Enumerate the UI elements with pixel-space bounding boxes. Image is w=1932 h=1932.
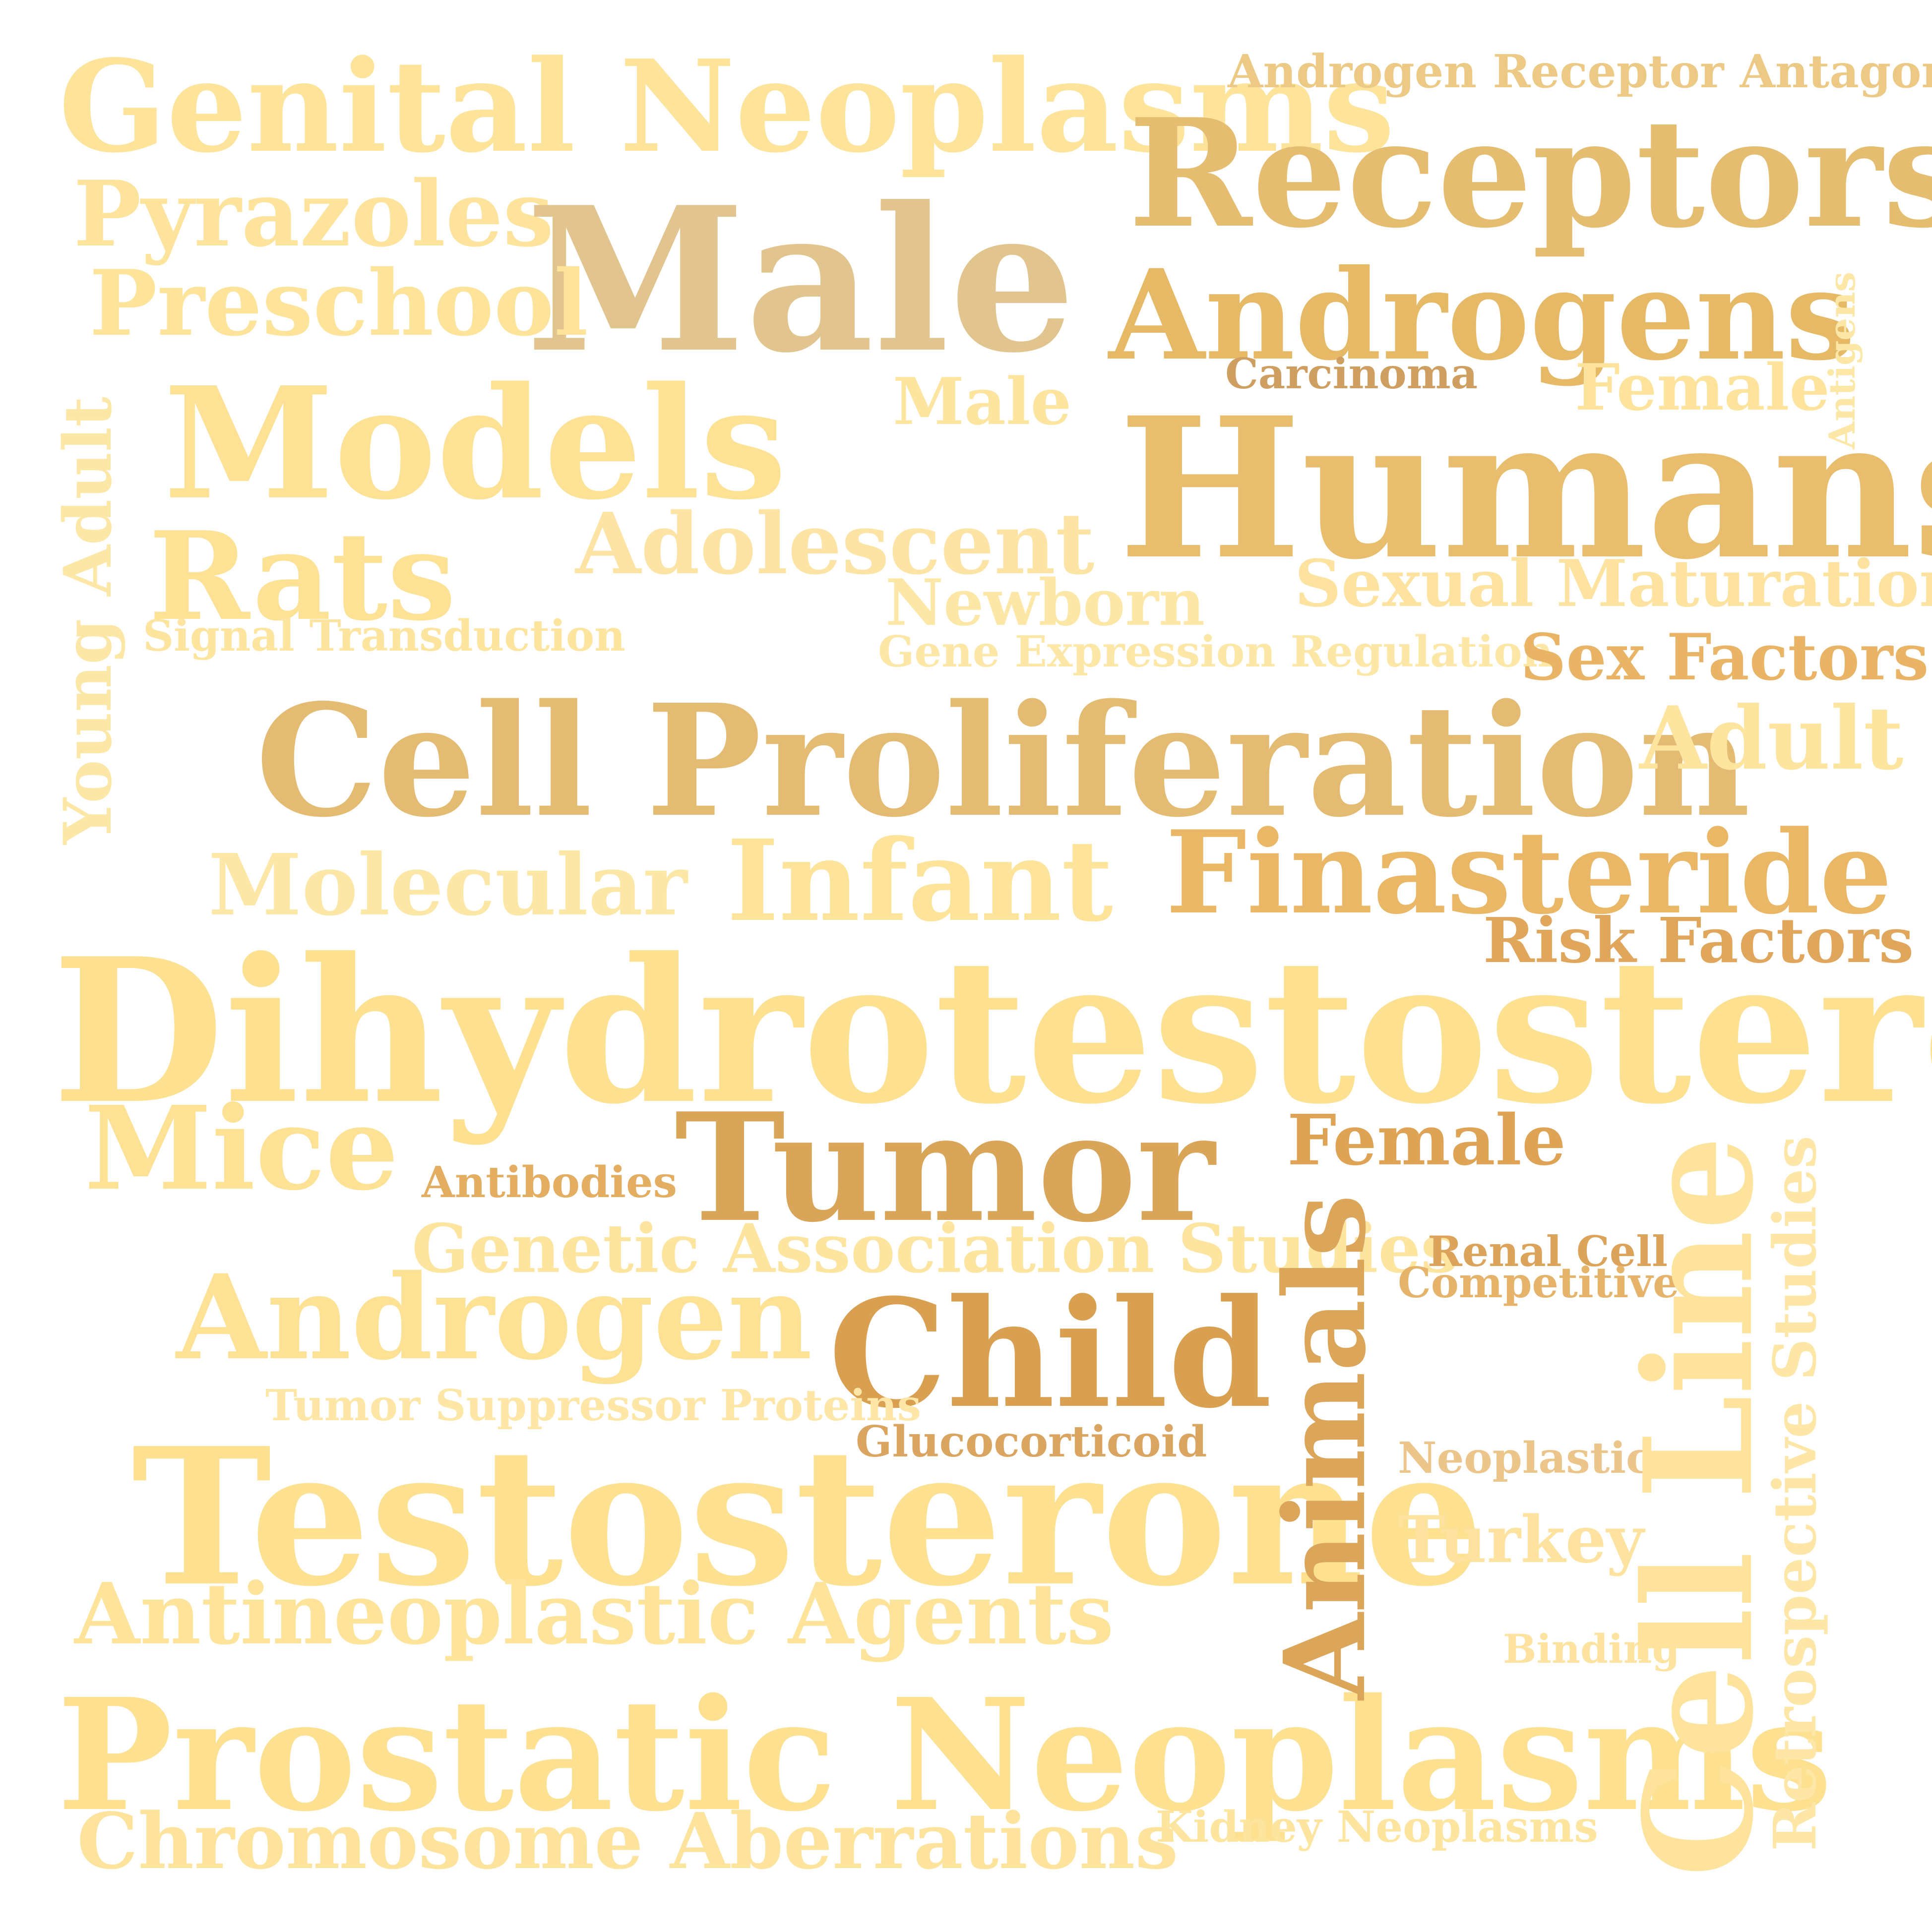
word-adolescent: Adolescent [575, 494, 1095, 594]
word-tumor-suppressor-proteins: Tumor Suppressor Proteins [265, 1381, 921, 1431]
word-models: Models [164, 354, 787, 534]
word-child: Child [828, 1266, 1272, 1441]
word-neoplastic: Neoplastic [1398, 1433, 1652, 1483]
word-chromosome-aberrations: Chromosome Aberrations [77, 1796, 1179, 1886]
word-cell-line: Cell Line [1611, 1136, 1786, 1877]
word-dihydrotestosterone: Dihydrotestosterone [52, 915, 1932, 1148]
word-cell-proliferation: Cell Proliferation [255, 671, 1751, 851]
word-humans: Humans [1119, 375, 1932, 602]
word-genital-neoplasms: Genital Neoplasms [59, 33, 1395, 181]
word-animals: Animals [1260, 1194, 1391, 1700]
word-adult: Adult [1639, 688, 1904, 789]
word-female-lower: Female [1287, 1100, 1566, 1181]
word-receptors: Receptors [1128, 86, 1932, 261]
word-newborn: Newborn [885, 566, 1205, 640]
word-androgens: Androgens [1109, 242, 1856, 388]
word-sex-factors: Sex Factors [1520, 620, 1929, 695]
word-binding: Binding [1503, 1626, 1680, 1672]
word-pyrazoles: Pyrazoles [73, 161, 554, 267]
word-prostatic-neoplasms: Prostatic Neoplasms [57, 1665, 1833, 1846]
word-infant: Infant [727, 816, 1113, 947]
word-preschool: Preschool [89, 250, 589, 356]
word-gene-expression-regulation: Gene Expression Regulation [878, 627, 1554, 677]
word-female-upper: Female [1575, 351, 1830, 425]
word-signal-transduction: Signal Transduction [143, 611, 625, 661]
word-androgen: Androgen [176, 1249, 812, 1386]
word-finasteride: Finasteride [1166, 806, 1892, 940]
word-male-large: Male [526, 164, 1076, 397]
word-risk-factors: Risk Factors [1483, 905, 1914, 977]
word-mice: Mice [84, 1081, 399, 1216]
word-tumor: Tumor [675, 1080, 1215, 1255]
word-renal-cell: Renal Cell [1428, 1227, 1668, 1276]
word-carcinoma: Carcinoma [1225, 349, 1478, 398]
word-testosterone: Testosterone [131, 1406, 1484, 1628]
word-turkey: Turkey [1398, 1502, 1644, 1577]
word-antigens: Antigens [1821, 272, 1863, 449]
word-young-adult: Young Adult [50, 397, 126, 845]
word-male-small: Male [893, 363, 1072, 439]
word-genetic-association-studies: Genetic Association Studies [412, 1209, 1459, 1288]
word-rats: Rats [149, 505, 456, 648]
word-sexual-maturation: Sexual Maturation [1295, 545, 1932, 621]
word-molecular: Molecular [208, 836, 687, 935]
word-antibodies: Antibodies [422, 1157, 678, 1208]
word-glucocorticoid: Glucocorticoid [856, 1417, 1207, 1467]
word-retrospective-studies: Retrospective Studies [1760, 1136, 1829, 1851]
word-antineoplastic-agents: Antineoplastic Agents [74, 1565, 1114, 1664]
word-competitive: Competitive [1398, 1258, 1680, 1307]
word-kidney-neoplasms: Kidney Neoplasms [1156, 1802, 1598, 1852]
word-androgen-receptor-antagonists: Androgen Receptor Antagonists [1228, 45, 1932, 98]
